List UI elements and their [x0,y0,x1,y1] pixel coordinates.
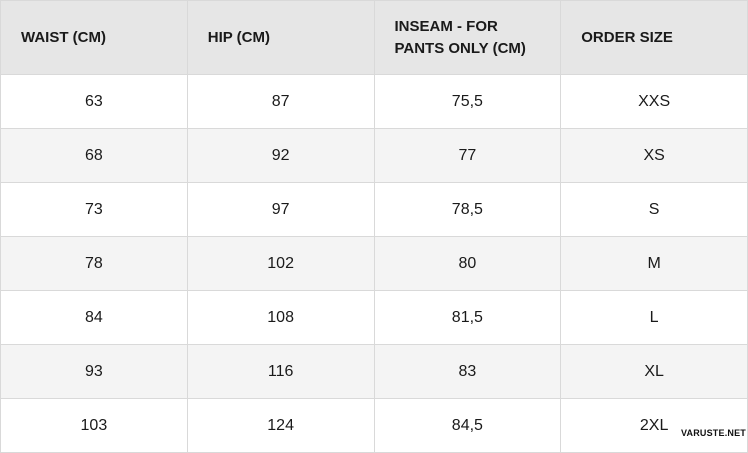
cell-waist: 84 [0,290,188,345]
cell-inseam: 84,5 [373,398,562,453]
cell-hip: 108 [186,290,375,345]
cell-order-size: 2XL [560,398,748,453]
table-row: 78 102 80 M [0,236,748,291]
cell-waist: 78 [0,236,188,291]
table-row: 73 97 78,5 S [0,182,748,237]
header-hip: HIP (CM) [186,0,375,75]
cell-inseam: 83 [373,344,562,399]
cell-hip: 116 [186,344,375,399]
table-row: 93 116 83 XL [0,344,748,399]
table-row: 84 108 81,5 L [0,290,748,345]
cell-waist: 68 [0,128,188,183]
cell-inseam: 77 [373,128,562,183]
cell-order-size: XL [560,344,748,399]
cell-hip: 97 [186,182,375,237]
cell-order-size: S [560,182,748,237]
cell-waist: 103 [0,398,188,453]
cell-order-size: L [560,290,748,345]
table-row: 63 87 75,5 XXS [0,74,748,129]
header-row: WAIST (CM) HIP (CM) INSEAM - FOR PANTS O… [0,0,748,75]
table-row: 68 92 77 XS [0,128,748,183]
cell-inseam: 75,5 [373,74,562,129]
cell-inseam: 78,5 [373,182,562,237]
cell-hip: 92 [186,128,375,183]
cell-hip: 102 [186,236,375,291]
cell-waist: 73 [0,182,188,237]
watermark: VARUSTE.NET [680,428,746,438]
header-order-size: ORDER SIZE [560,0,748,75]
cell-order-size: XS [560,128,748,183]
cell-order-size: M [560,236,748,291]
cell-waist: 93 [0,344,188,399]
cell-inseam: 81,5 [373,290,562,345]
cell-waist: 63 [0,74,188,129]
cell-hip: 124 [186,398,375,453]
cell-hip: 87 [186,74,375,129]
cell-order-size: XXS [560,74,748,129]
table-row: 103 124 84,5 2XL [0,398,748,453]
header-inseam: INSEAM - FOR PANTS ONLY (CM) [373,0,562,75]
cell-inseam: 80 [373,236,562,291]
header-waist: WAIST (CM) [0,0,188,75]
